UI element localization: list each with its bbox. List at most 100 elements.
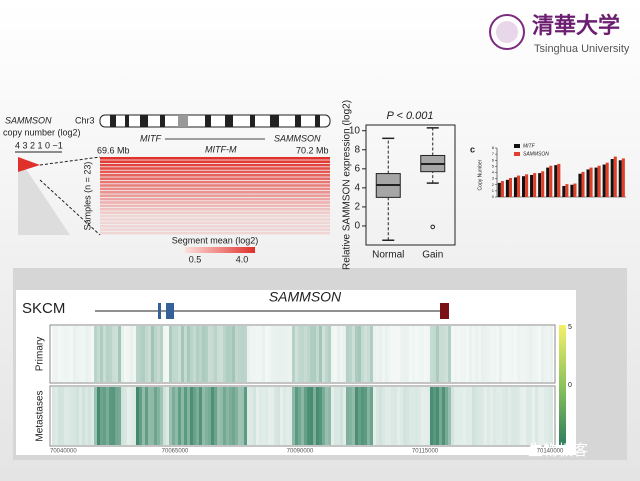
read-column [157,387,160,445]
read-column [277,326,280,382]
read-column [163,387,166,445]
read-column [214,387,217,445]
y-tick-label: 8 [354,144,360,155]
bar [505,179,509,197]
read-column [274,387,277,445]
cn-ticks: 4 3 2 1 0 −1 [15,140,63,150]
read-column [58,326,61,382]
read-column [229,387,232,445]
read-column [193,326,196,382]
bar [570,184,574,197]
read-column [481,387,484,445]
read-column [58,387,61,445]
read-column [370,326,373,382]
read-column [283,326,286,382]
read-column [328,387,331,445]
read-column [151,326,154,382]
read-column [424,326,427,382]
watermark: 生物极客 [528,442,588,459]
read-column [463,326,466,382]
bar [533,173,537,197]
read-column [334,387,337,445]
read-column [409,387,412,445]
read-column [511,387,514,445]
read-column [178,387,181,445]
segment-row [100,214,330,218]
exon [158,303,161,319]
read-column [478,326,481,382]
read-column [184,387,187,445]
read-column [196,387,199,445]
read-column [271,326,274,382]
read-column [358,326,361,382]
read-column [496,326,499,382]
segment-row [100,218,330,221]
read-column [403,387,406,445]
read-column [85,387,88,445]
read-column [430,387,433,445]
read-column [400,326,403,382]
legend-gradient [185,247,255,253]
y-tick-label: 4 [492,170,495,175]
read-column [52,387,55,445]
x-tick-label: Normal [372,250,404,261]
segment-heatmap [100,157,330,235]
read-column [328,326,331,382]
y-tick-label: 4 [354,182,360,193]
read-column [481,326,484,382]
logo [489,14,525,50]
read-column [346,387,349,445]
read-column [301,326,304,382]
y-tick-label: 7 [492,151,495,156]
read-column [364,326,367,382]
bar [497,182,501,197]
exon [166,303,174,319]
read-column [475,387,478,445]
read-column [541,326,544,382]
read-column [367,326,370,382]
read-column [304,326,307,382]
read-heatmap [52,326,553,445]
read-column [304,387,307,445]
read-column [490,326,493,382]
cn-profile [18,157,70,235]
read-column [295,387,298,445]
read-column [499,387,502,445]
bar [573,183,577,197]
bar [621,158,625,197]
read-column [67,326,70,382]
read-column [133,387,136,445]
read-column [106,326,109,382]
read-column [250,387,253,445]
read-column [241,326,244,382]
read-column [277,387,280,445]
logo-text: 清華大学 [532,13,620,38]
read-column [247,326,250,382]
read-column [517,387,520,445]
read-column [166,387,169,445]
read-column [55,387,58,445]
read-column [193,387,196,445]
read-column [148,387,151,445]
samples-label: Samples (n = 23) [82,162,92,231]
read-column [508,326,511,382]
read-column [520,326,523,382]
read-column [157,326,160,382]
x-tick-label: 70040000 [50,449,77,455]
read-column [442,387,445,445]
read-column [214,326,217,382]
read-column [199,387,202,445]
read-column [103,326,106,382]
read-column [292,387,295,445]
read-column [547,326,550,382]
read-column [544,326,547,382]
bar [586,169,590,197]
read-column [217,387,220,445]
read-column [163,326,166,382]
read-column [250,326,253,382]
read-column [211,387,214,445]
read-column [361,326,364,382]
read-column [319,326,322,382]
read-column [235,387,238,445]
